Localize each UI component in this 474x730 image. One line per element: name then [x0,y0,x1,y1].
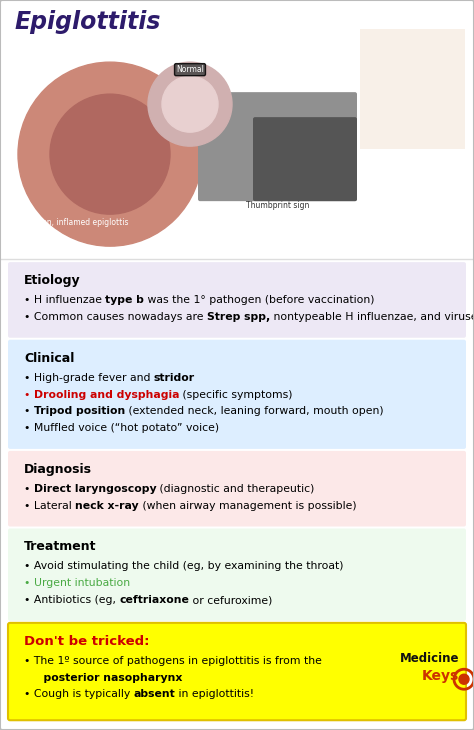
Circle shape [459,675,469,684]
Text: (diagnostic and therapeutic): (diagnostic and therapeutic) [156,484,315,494]
Text: • Cough is typically: • Cough is typically [24,689,134,699]
Text: • Muffled voice (“hot potato” voice): • Muffled voice (“hot potato” voice) [24,423,219,433]
FancyBboxPatch shape [8,262,466,338]
Text: neck x-ray: neck x-ray [75,501,139,511]
Text: Etiology: Etiology [24,274,81,287]
Text: Direct laryngoscopy: Direct laryngoscopy [34,484,156,494]
Text: (extended neck, leaning forward, mouth open): (extended neck, leaning forward, mouth o… [125,407,384,416]
Text: •: • [24,484,34,494]
Text: Urgent intubation: Urgent intubation [34,578,130,588]
Text: • Antibiotics (eg,: • Antibiotics (eg, [24,595,119,605]
Text: •: • [24,407,34,416]
FancyBboxPatch shape [8,529,466,620]
Text: Medicine: Medicine [400,652,459,665]
Bar [0,0,474,259]
Text: • Lateral: • Lateral [24,501,75,511]
Circle shape [148,62,232,146]
FancyBboxPatch shape [253,117,357,201]
Text: in epiglottitis!: in epiglottitis! [175,689,255,699]
Text: Normal: Normal [176,65,204,74]
Text: stridor: stridor [154,373,195,383]
Text: Swollen, inflamed epiglottis: Swollen, inflamed epiglottis [22,218,128,227]
Circle shape [18,62,202,246]
Text: Clinical: Clinical [24,352,74,365]
Text: absent: absent [134,689,175,699]
Text: •: • [24,578,34,588]
Text: • The 1º source of pathogens in epiglottitis is from the: • The 1º source of pathogens in epiglott… [24,656,325,666]
FancyBboxPatch shape [8,339,466,449]
Circle shape [50,94,170,214]
Text: posterior nasopharynx: posterior nasopharynx [36,672,182,683]
Text: Drooling and dysphagia: Drooling and dysphagia [34,390,179,399]
Text: • Common causes nowadays are: • Common causes nowadays are [24,312,207,322]
Text: (when airway management is possible): (when airway management is possible) [139,501,356,511]
Text: Don't be tricked:: Don't be tricked: [24,635,149,648]
Text: Keys: Keys [422,669,459,683]
Text: • H influenzae: • H influenzae [24,295,106,305]
Text: nontypeable H influenzae, and viruses: nontypeable H influenzae, and viruses [270,312,474,322]
Circle shape [162,76,218,132]
Text: Thumbprint sign: Thumbprint sign [246,201,310,210]
Text: • High-grade fever and: • High-grade fever and [24,373,154,383]
Text: Epiglottitis: Epiglottitis [15,10,162,34]
FancyBboxPatch shape [8,623,466,721]
Text: was the 1° pathogen (before vaccination): was the 1° pathogen (before vaccination) [145,295,375,305]
Text: or cefuroxime): or cefuroxime) [190,595,273,605]
Text: Strep spp,: Strep spp, [207,312,270,322]
Text: Tripod position: Tripod position [34,407,125,416]
FancyBboxPatch shape [198,92,357,201]
Text: Diagnosis: Diagnosis [24,463,92,476]
FancyBboxPatch shape [8,451,466,526]
Text: • Avoid stimulating the child (eg, by examining the throat): • Avoid stimulating the child (eg, by ex… [24,561,344,572]
Text: type b: type b [106,295,145,305]
Bar [360,29,465,149]
Text: ceftriaxone: ceftriaxone [119,595,190,605]
Text: •: • [24,390,34,399]
Text: Treatment: Treatment [24,540,97,553]
Text: (specific symptoms): (specific symptoms) [179,390,293,399]
